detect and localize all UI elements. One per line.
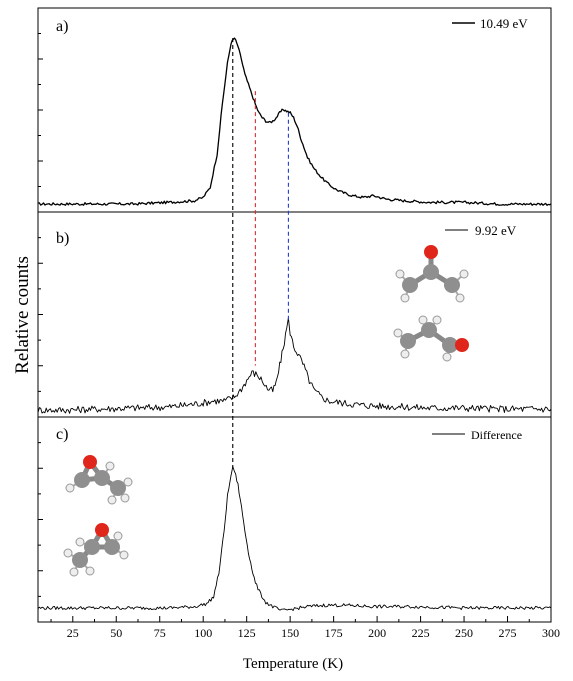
x-tick-label: 150: [281, 626, 299, 640]
x-tick-label: 225: [412, 626, 430, 640]
panel-b-label: b): [56, 230, 69, 247]
legend-b: 9.92 eV: [445, 223, 517, 238]
panel-frame-c: [37, 416, 552, 623]
legend-b-label: 9.92 eV: [475, 223, 517, 238]
series-line-c: [37, 466, 552, 612]
x-tick-label: 75: [154, 626, 166, 640]
x-tick-label: 100: [194, 626, 212, 640]
legend-a: 10.49 eV: [452, 16, 528, 31]
x-axis-label: Temperature (K): [243, 656, 343, 672]
panel-frame-a: [37, 7, 552, 213]
propylene-oxide-molecule-icon: [65, 455, 133, 505]
x-tick-label: 25: [67, 626, 79, 640]
x-tick-label: 50: [110, 626, 122, 640]
oxetane-molecule-icon: [63, 523, 129, 577]
x-tick-label: 275: [499, 626, 517, 640]
x-tick-label: 125: [238, 626, 256, 640]
series-line-b: [37, 317, 552, 414]
panel-c-label: c): [56, 426, 68, 443]
x-tick-label: 250: [455, 626, 473, 640]
legend-a-label: 10.49 eV: [480, 16, 528, 31]
x-tick-label: 175: [325, 626, 343, 640]
acetone-molecule-icon: [395, 245, 469, 303]
series-line-a: [37, 37, 552, 206]
panel-frame-b: [37, 211, 552, 418]
propanal-molecule-icon: [393, 315, 469, 362]
x-tick-label: 300: [542, 626, 560, 640]
y-axis-label: Relative counts: [12, 256, 33, 374]
x-tick-label: 200: [368, 626, 386, 640]
legend-c-label: Difference: [471, 428, 522, 442]
panel-a-label: a): [56, 18, 68, 35]
legend-c: Difference: [432, 428, 522, 442]
